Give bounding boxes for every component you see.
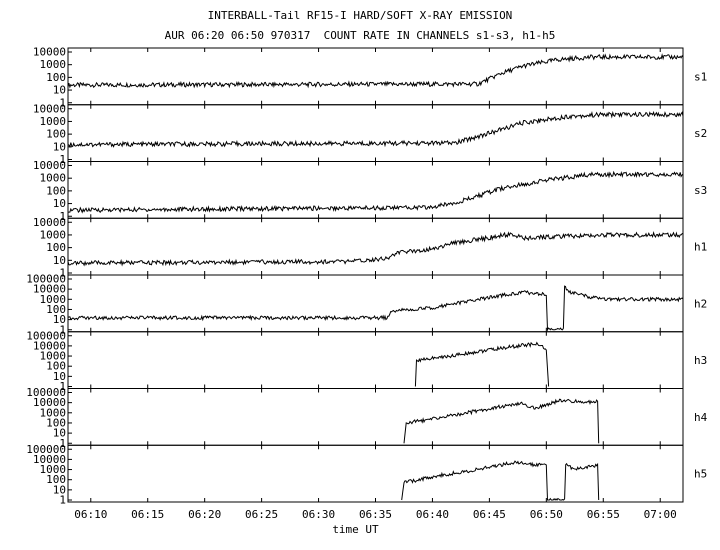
y-tick-label: 100 (46, 360, 66, 373)
x-tick-label: 06:50 (530, 508, 563, 521)
y-tick-label: 1 (59, 96, 66, 109)
series-h4 (403, 398, 600, 444)
y-tick-label: 100 (46, 71, 66, 84)
x-tick-label: 06:20 (188, 508, 221, 521)
x-tick-label: 06:40 (416, 508, 449, 521)
panel-frame (67, 388, 684, 446)
y-tick-label: 10 (53, 370, 66, 383)
series-s1 (67, 53, 684, 89)
x-axis-label: time UT (332, 523, 379, 536)
y-tick-label: 1 (59, 210, 66, 223)
y-tick-label: 1000 (40, 463, 67, 476)
x-tick-label: 06:25 (245, 508, 278, 521)
panel-frame (67, 331, 684, 389)
y-tick-label: 1 (59, 437, 66, 450)
panel-frame (67, 104, 684, 162)
y-tick-label: 1000 (40, 228, 67, 241)
y-tick-label: 100 (46, 416, 66, 429)
panel-frame (67, 274, 684, 333)
y-tick-label: 100000 (26, 273, 66, 286)
x-tick-label: 06:45 (473, 508, 506, 521)
y-tick-label: 10 (53, 197, 66, 210)
y-tick-label: 1000 (40, 115, 67, 128)
y-tick-label: 10000 (33, 339, 66, 352)
channel-label-h3: h3 (694, 354, 707, 367)
panel-frame (67, 444, 684, 503)
channel-label-s2: s2 (694, 127, 707, 140)
y-tick-label: 100 (46, 473, 66, 486)
y-tick-label: 100 (46, 303, 66, 316)
x-tick-label: 06:30 (302, 508, 335, 521)
x-tick-label: 06:55 (587, 508, 620, 521)
y-tick-label: 10 (53, 313, 66, 326)
y-tick-label: 10 (53, 483, 66, 496)
y-tick-label: 1000 (40, 293, 67, 306)
channel-label-s1: s1 (694, 70, 707, 83)
y-tick-label: 100000 (26, 443, 66, 456)
y-tick-label: 1000 (40, 350, 67, 363)
y-tick-label: 1 (59, 380, 66, 393)
chart-subtitle: AUR 06:20 06:50 970317 COUNT RATE IN CHA… (164, 29, 556, 42)
y-tick-label: 1000 (40, 406, 67, 419)
y-tick-label: 100 (46, 184, 66, 197)
y-tick-label: 10 (53, 254, 66, 267)
y-tick-label: 1 (59, 153, 66, 166)
chart-title: INTERBALL-Tail RF15-I HARD/SOFT X-RAY EM… (207, 9, 513, 22)
y-tick-label: 10000 (33, 102, 66, 115)
y-tick-label: 10000 (33, 453, 66, 466)
y-tick-label: 100000 (26, 329, 66, 342)
series-h5 (401, 460, 600, 501)
y-tick-label: 10 (53, 427, 66, 440)
x-tick-label: 06:10 (74, 508, 107, 521)
y-tick-label: 10000 (33, 159, 66, 172)
y-tick-label: 1 (59, 267, 66, 280)
x-tick-label: 06:35 (359, 508, 392, 521)
series-s2 (67, 110, 684, 149)
series-h2 (67, 285, 684, 332)
y-tick-label: 1 (59, 494, 66, 507)
y-tick-label: 100 (46, 128, 66, 141)
y-tick-label: 1000 (40, 58, 67, 71)
series-h1 (67, 231, 684, 267)
y-tick-label: 100000 (26, 386, 66, 399)
x-tick-label: 06:15 (131, 508, 164, 521)
channel-label-h4: h4 (694, 411, 708, 424)
series-h3 (414, 341, 550, 387)
channel-label-h5: h5 (694, 468, 707, 481)
y-tick-label: 100 (46, 241, 66, 254)
y-tick-label: 10 (53, 84, 66, 97)
channel-label-h1: h1 (694, 241, 707, 254)
y-tick-label: 10000 (33, 46, 66, 59)
y-tick-label: 10000 (33, 396, 66, 409)
y-tick-label: 10000 (33, 216, 66, 229)
panel-frame (67, 217, 684, 276)
y-tick-label: 1 (59, 323, 66, 336)
x-tick-label: 07:00 (644, 508, 677, 521)
channel-label-s3: s3 (694, 184, 707, 197)
channel-label-h2: h2 (694, 297, 707, 310)
y-tick-label: 10000 (33, 283, 66, 296)
y-tick-label: 10 (53, 140, 66, 153)
y-tick-label: 1000 (40, 172, 67, 185)
series-s3 (67, 170, 684, 214)
